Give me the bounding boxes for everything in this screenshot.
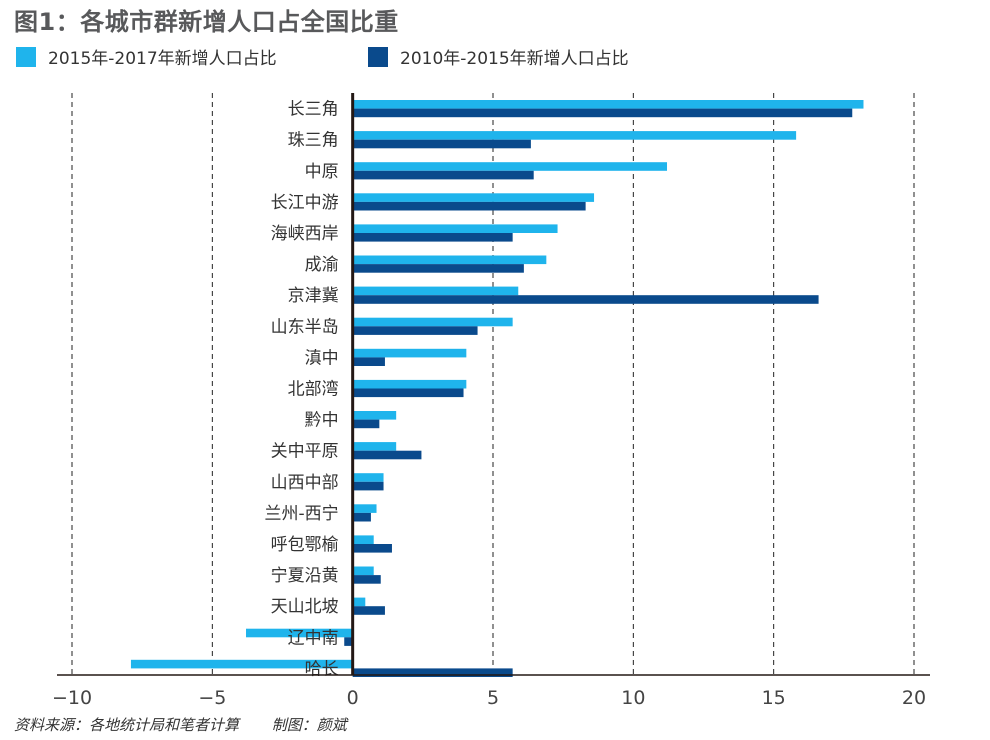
- category-label: 京津冀: [288, 286, 339, 306]
- bar-2010-2015: [352, 544, 392, 553]
- bar-2010-2015: [352, 326, 478, 335]
- legend-label: 2015年-2017年新增人口占比: [48, 49, 277, 69]
- category-label: 宁夏沿黄: [271, 566, 339, 586]
- category-label: 山东半岛: [271, 317, 339, 337]
- bar-2010-2015: [352, 357, 385, 366]
- category-label: 呼包鄂榆: [271, 535, 339, 555]
- category-label: 山西中部: [271, 473, 339, 493]
- category-label: 哈长: [305, 659, 339, 679]
- category-label: 北部湾: [288, 380, 339, 400]
- category-label: 中原: [305, 162, 339, 182]
- bar-2010-2015: [344, 637, 353, 646]
- x-tick-label: 20: [902, 687, 926, 709]
- x-tick-label: −10: [52, 687, 92, 709]
- bar-2015-2017: [352, 597, 366, 607]
- category-label: 成渝: [305, 255, 339, 275]
- legend-item-2010-2015: 2010年-2015年新增人口占比: [368, 44, 629, 69]
- bar-2015-2017: [352, 224, 558, 233]
- bar-2010-2015: [352, 606, 385, 615]
- category-label: 辽中南: [288, 628, 339, 648]
- category-label: 兰州-西宁: [265, 504, 339, 524]
- bar-2015-2017: [352, 566, 374, 576]
- category-label: 长江中游: [271, 193, 339, 213]
- category-label: 珠三角: [288, 131, 339, 151]
- bar-2015-2017: [352, 442, 397, 451]
- author-note: 制图：颜斌: [271, 716, 347, 734]
- bar-2015-2017: [130, 659, 353, 669]
- bar-2015-2017: [352, 255, 547, 265]
- chart-title: 图1：各城市群新增人口占全国比重: [14, 8, 399, 36]
- bar-2010-2015: [352, 512, 371, 522]
- bar-2010-2015: [352, 264, 524, 273]
- bar-2010-2015: [352, 170, 534, 180]
- category-label: 天山北坡: [271, 597, 339, 617]
- bar-2010-2015: [352, 108, 853, 118]
- bar-2010-2015: [352, 450, 422, 460]
- x-tick-label: 10: [621, 687, 645, 709]
- bar-2010-2015: [352, 201, 586, 211]
- bar-2015-2017: [352, 286, 519, 296]
- bar-2010-2015: [352, 233, 513, 242]
- bar-2010-2015: [352, 388, 464, 398]
- bar-2015-2017: [352, 317, 513, 327]
- legend-swatch-dark: [368, 46, 388, 67]
- bar-2015-2017: [352, 411, 397, 420]
- bar-2015-2017: [352, 504, 377, 513]
- chart-footer: 资料来源：各地统计局和笔者计算 制图：颜斌: [14, 714, 375, 735]
- category-label: 滇中: [305, 348, 339, 368]
- bar-2010-2015: [352, 481, 384, 491]
- category-label: 海峡西岸: [271, 224, 339, 244]
- bar-2015-2017: [352, 348, 467, 358]
- x-tick-label: 15: [762, 687, 786, 709]
- bar-2010-2015: [352, 668, 513, 677]
- bar-2015-2017: [246, 628, 353, 638]
- bar-2015-2017: [352, 379, 467, 389]
- bar-2010-2015: [352, 419, 380, 429]
- bar-2015-2017: [352, 100, 864, 109]
- x-tick-label: 0: [347, 687, 359, 709]
- legend-swatch-light: [16, 46, 36, 67]
- legend-label: 2010年-2015年新增人口占比: [400, 49, 629, 69]
- bar-chart: 长三角珠三角中原长江中游海峡西岸成渝京津冀山东半岛滇中北部湾黔中关中平原山西中部…: [52, 93, 930, 709]
- category-label: 黔中: [305, 411, 339, 431]
- category-label: 关中平原: [271, 442, 339, 462]
- bar-2015-2017: [352, 131, 797, 140]
- bar-2010-2015: [352, 139, 531, 149]
- legend-item-2015-2017: 2015年-2017年新增人口占比: [16, 44, 277, 69]
- bar-2015-2017: [352, 193, 595, 202]
- x-tick-label: −5: [198, 687, 226, 709]
- category-label: 长三角: [288, 100, 339, 120]
- source-note: 资料来源：各地统计局和笔者计算: [14, 716, 240, 734]
- bar-2010-2015: [352, 575, 381, 584]
- bar-2010-2015: [352, 295, 819, 304]
- bar-2015-2017: [352, 535, 374, 544]
- bar-2015-2017: [352, 473, 384, 482]
- x-tick-label: 5: [487, 687, 499, 709]
- bar-2015-2017: [352, 162, 668, 171]
